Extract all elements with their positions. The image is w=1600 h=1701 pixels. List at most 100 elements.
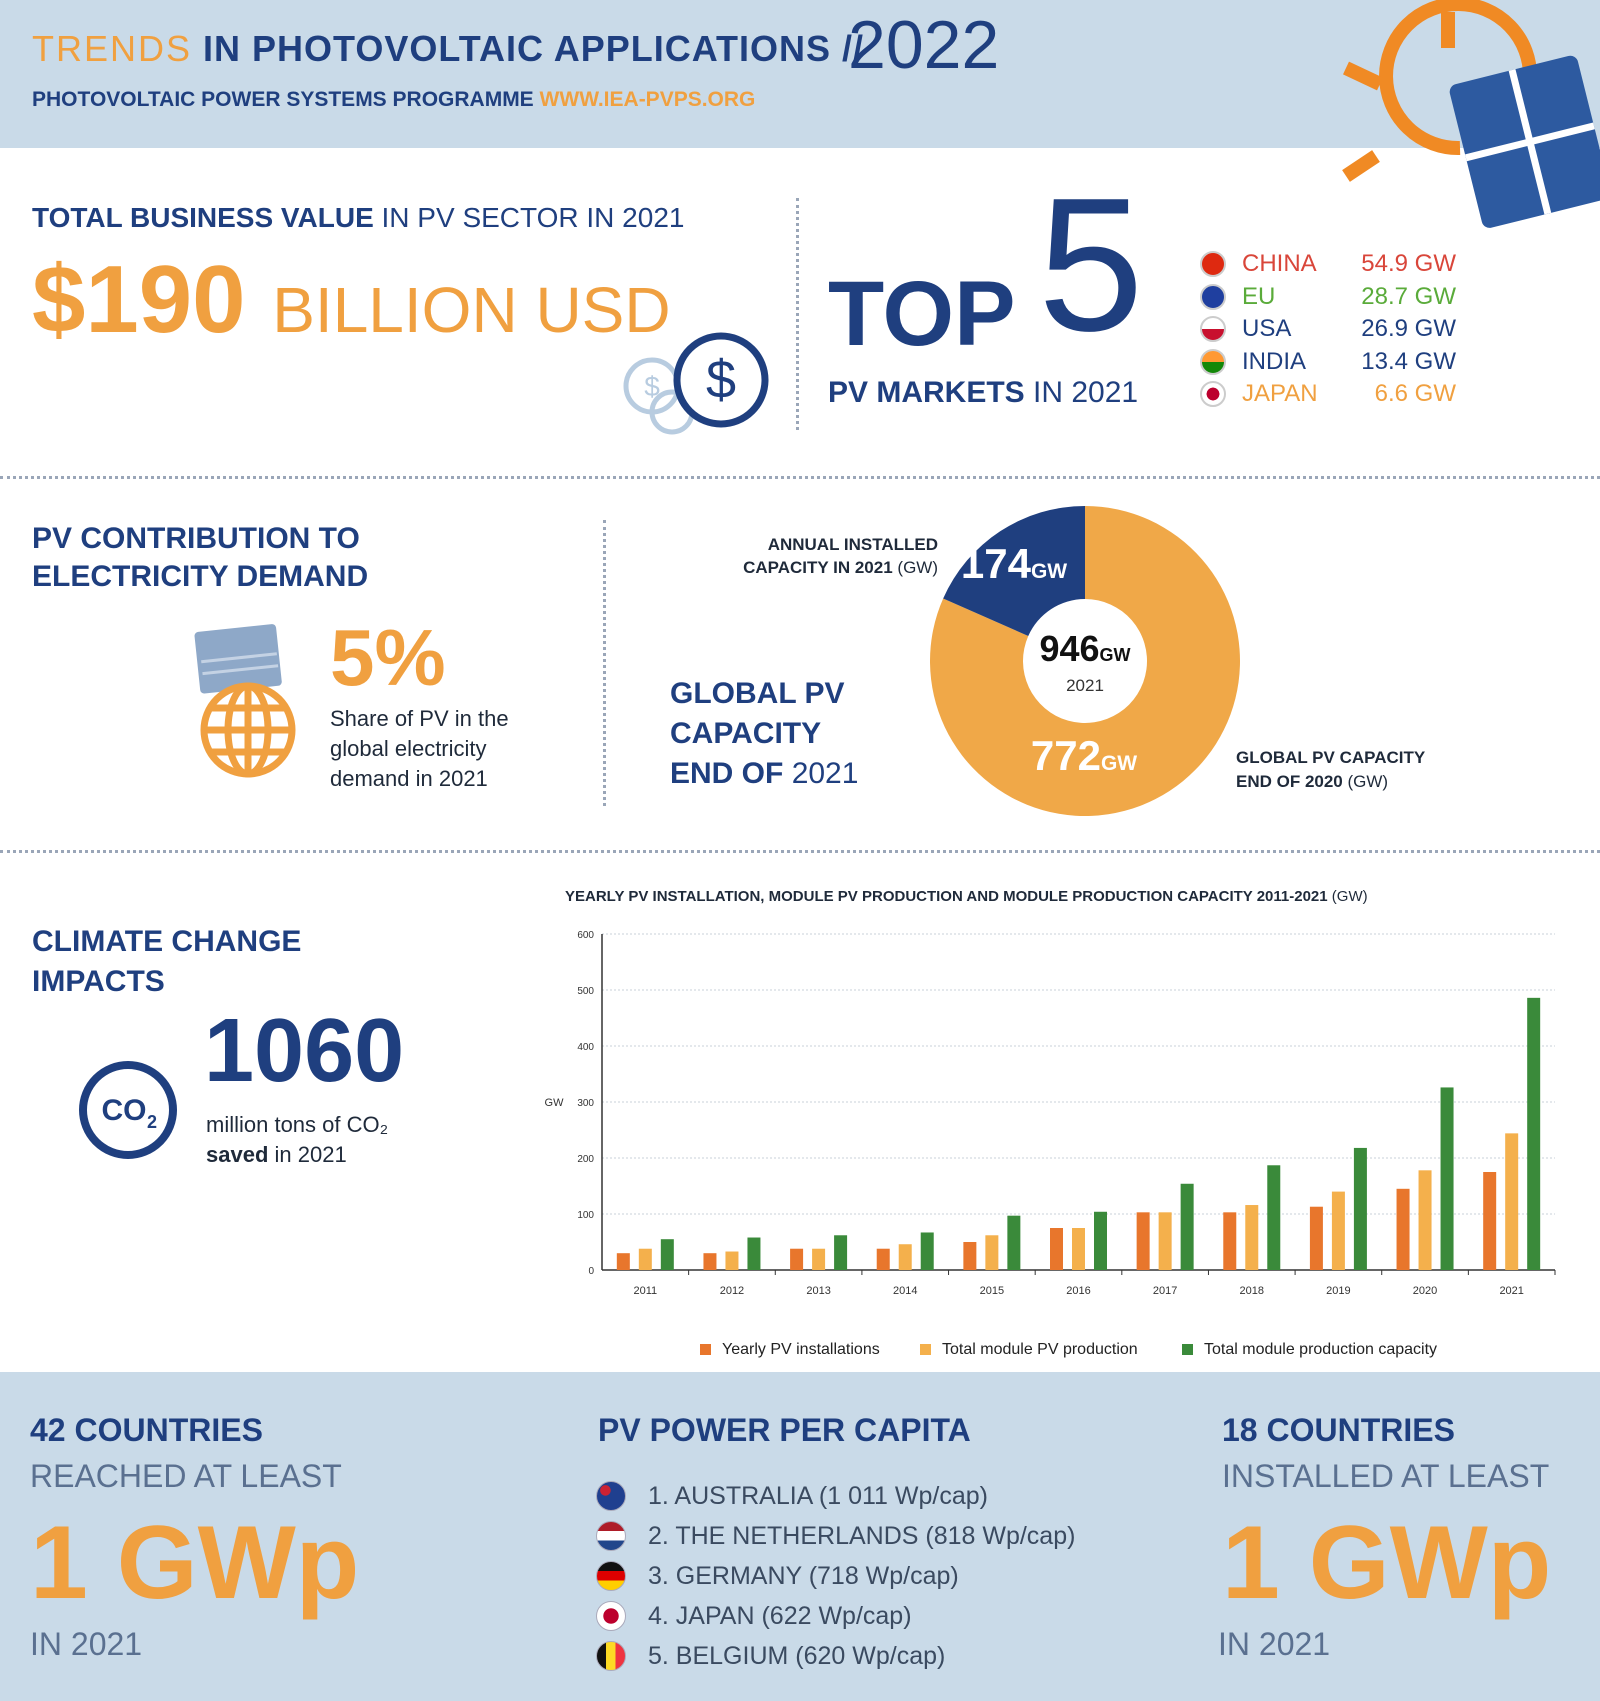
donut-total-year: 2021 bbox=[1066, 676, 1104, 695]
y-tick-label: 600 bbox=[577, 930, 594, 941]
bar-capacity bbox=[1267, 1165, 1281, 1270]
annual-installed-label: ANNUAL INSTALLED CAPACITY IN 2021 (GW) bbox=[710, 533, 938, 579]
global-capacity-title-line2: CAPACITY bbox=[670, 717, 822, 750]
bar-capacity bbox=[1527, 997, 1541, 1270]
x-tick-label: 2014 bbox=[893, 1285, 917, 1297]
bar-production bbox=[1158, 1212, 1172, 1270]
x-tick-label: 2013 bbox=[806, 1285, 830, 1297]
x-tick-label: 2021 bbox=[1499, 1285, 1523, 1297]
bar-installations bbox=[1223, 1212, 1237, 1270]
global-capacity-title-end-of: END OF bbox=[670, 757, 784, 790]
title-rest: IN PHOTOVOLTAIC APPLICATIONS // bbox=[203, 28, 865, 69]
bottom-banner: 42 COUNTRIES REACHED AT LEAST 1 GWp IN 2… bbox=[0, 1372, 1600, 1701]
global-capacity-title-line1: GLOBAL PV bbox=[670, 677, 845, 710]
donut-2020-label: 772GW bbox=[1031, 732, 1137, 779]
bar-installations bbox=[1136, 1212, 1150, 1270]
market-row: USA 26.9 GW bbox=[1200, 313, 1456, 345]
per-capita-item: 2. THE NETHERLANDS (818 Wp/cap) bbox=[596, 1518, 1075, 1554]
market-value: 54.9 GW bbox=[1361, 250, 1456, 277]
y-tick-label: 500 bbox=[577, 986, 594, 997]
prev-label-unit: (GW) bbox=[1347, 772, 1389, 791]
contribution-desc-line2: global electricity bbox=[330, 736, 487, 761]
market-value: 6.6 GW bbox=[1374, 380, 1456, 407]
climate-desc-line2: saved in 2021 bbox=[206, 1140, 388, 1170]
market-row: INDIA 13.4 GW bbox=[1200, 346, 1456, 378]
prev-label-text: END OF 2020 bbox=[1236, 772, 1343, 791]
global-capacity-title: GLOBAL PV CAPACITY END OF 2021 bbox=[670, 674, 858, 794]
bar-capacity bbox=[1094, 1211, 1107, 1270]
programme-subtitle: PHOTOVOLTAIC POWER SYSTEMS PROGRAMME WWW… bbox=[32, 88, 755, 112]
per-capita-item: 5. BELGIUM (620 Wp/cap) bbox=[596, 1638, 945, 1674]
annual-label-line1: ANNUAL INSTALLED bbox=[767, 535, 938, 554]
belgium-flag-icon bbox=[596, 1641, 626, 1671]
market-name: JAPAN bbox=[1242, 380, 1318, 407]
legend-label: Total module PV production bbox=[942, 1341, 1138, 1358]
svg-text:2: 2 bbox=[147, 1112, 157, 1132]
x-tick-label: 2017 bbox=[1153, 1285, 1177, 1297]
bar-capacity bbox=[1007, 1215, 1021, 1270]
y-axis-label: GW bbox=[545, 1097, 565, 1109]
donut-slice-2020 bbox=[930, 506, 1240, 816]
per-capita-label: 1. AUSTRALIA (1 011 Wp/cap) bbox=[648, 1481, 988, 1510]
climate-desc-line1: million tons of CO₂ bbox=[206, 1112, 389, 1137]
sun-solar-panel-icon bbox=[1342, 0, 1600, 228]
bar-capacity bbox=[1180, 1183, 1194, 1270]
business-value-title-bold: TOTAL BUSINESS VALUE bbox=[32, 202, 374, 233]
climate-desc-rest: in 2021 bbox=[274, 1142, 347, 1167]
contribution-percent: 5% bbox=[330, 613, 446, 702]
y-tick-label: 300 bbox=[577, 1098, 594, 1109]
bar-capacity bbox=[660, 1239, 674, 1270]
bar-production bbox=[1418, 1170, 1432, 1270]
business-value-unit: BILLION USD bbox=[272, 274, 671, 346]
yearly-pv-bar-chart: 0 100 200 300 400 500 600 GW 2011 2012 2013 2014 201… bbox=[545, 930, 1556, 1358]
top5-subtitle-bold: PV MARKETS bbox=[828, 376, 1025, 409]
bar-capacity bbox=[747, 1237, 761, 1270]
climate-title-line1: CLIMATE CHANGE bbox=[32, 925, 302, 958]
market-value: 26.9 GW bbox=[1361, 315, 1456, 342]
page-title: TRENDS IN PHOTOVOLTAIC APPLICATIONS // bbox=[32, 28, 864, 70]
legend-label: Yearly PV installations bbox=[722, 1341, 880, 1358]
bar-capacity bbox=[1440, 1087, 1454, 1270]
per-capita-head: PV POWER PER CAPITA bbox=[598, 1412, 971, 1448]
legend-swatch bbox=[700, 1344, 711, 1355]
contribution-title: PV CONTRIBUTION TO ELECTRICITY DEMAND bbox=[32, 520, 368, 596]
india-flag-icon bbox=[1200, 348, 1226, 375]
y-tick-label: 100 bbox=[577, 1210, 594, 1221]
bar-production bbox=[985, 1235, 999, 1270]
y-tick-label: 200 bbox=[577, 1154, 594, 1165]
global-capacity-title-year: 2021 bbox=[791, 757, 859, 790]
x-tick-label: 2020 bbox=[1413, 1285, 1437, 1297]
market-row: CHINA 54.9 GW bbox=[1200, 248, 1456, 280]
legend-label: Total module production capacity bbox=[1204, 1341, 1437, 1358]
bar-production bbox=[898, 1244, 912, 1270]
per-capita-item: 1. AUSTRALIA (1 011 Wp/cap) bbox=[596, 1478, 988, 1514]
bar-installations bbox=[876, 1248, 890, 1270]
chart-title-text: YEARLY PV INSTALLATION, MODULE PV PRODUC… bbox=[565, 888, 1328, 905]
divider-2 bbox=[0, 850, 1600, 853]
germany-flag-icon bbox=[596, 1561, 626, 1591]
co2-saved-number: 1060 bbox=[204, 1001, 405, 1101]
x-tick-label: 2016 bbox=[1066, 1285, 1090, 1297]
divider-1 bbox=[0, 476, 1600, 479]
contribution-title-line1: PV CONTRIBUTION TO bbox=[32, 522, 360, 555]
japan-flag-icon bbox=[1200, 381, 1226, 407]
bar-installations bbox=[1396, 1188, 1410, 1270]
bar-capacity bbox=[834, 1235, 848, 1270]
market-row: EU 28.7 GW bbox=[1200, 281, 1456, 313]
market-name: CHINA bbox=[1242, 250, 1317, 277]
eu-flag-icon bbox=[1200, 283, 1226, 310]
bar-installations bbox=[616, 1253, 630, 1270]
business-value-amount: $190 BILLION USD bbox=[32, 245, 671, 355]
per-capita-label: 5. BELGIUM (620 Wp/cap) bbox=[648, 1641, 946, 1670]
top5-subtitle-rest: IN 2021 bbox=[1033, 376, 1139, 409]
top5-subtitle: PV MARKETS IN 2021 bbox=[828, 376, 1138, 410]
donut-annual-label: 174GW bbox=[961, 540, 1067, 587]
legend-swatch bbox=[1182, 1344, 1193, 1355]
bar-production bbox=[812, 1248, 826, 1270]
bar-production bbox=[1072, 1228, 1085, 1270]
market-row: JAPAN 6.6 GW bbox=[1200, 378, 1456, 410]
programme-url[interactable]: WWW.IEA-PVPS.ORG bbox=[539, 88, 756, 111]
per-capita-item: 4. JAPAN (622 Wp/cap) bbox=[596, 1598, 912, 1634]
chart-title: YEARLY PV INSTALLATION, MODULE PV PRODUC… bbox=[565, 888, 1368, 905]
netherlands-flag-icon bbox=[596, 1521, 626, 1551]
